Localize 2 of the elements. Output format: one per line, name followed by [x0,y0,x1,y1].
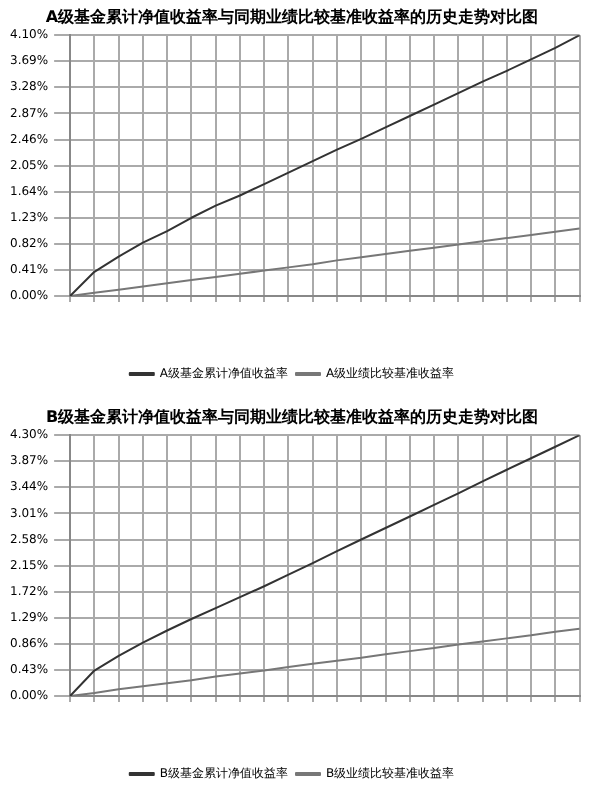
chart-title: A级基金累计净值收益率与同期业绩比较基准收益率的历史走势对比图 [45,5,539,26]
chart-title: B级基金累计净值收益率与同期业绩比较基准收益率的历史走势对比图 [45,405,539,426]
